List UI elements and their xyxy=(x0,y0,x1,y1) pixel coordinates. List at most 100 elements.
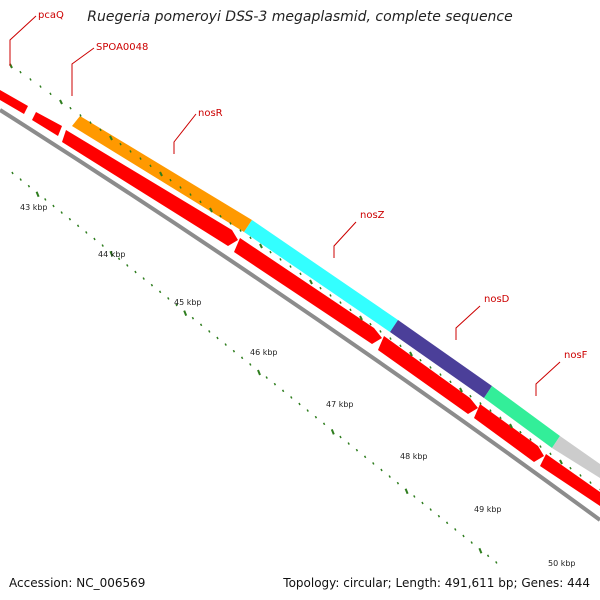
tick-mark xyxy=(216,336,219,340)
gene-nosD[interactable] xyxy=(390,320,492,398)
red-feature[interactable] xyxy=(234,238,382,344)
tick-mark xyxy=(549,452,552,456)
tick-mark xyxy=(449,380,452,384)
tick-mark xyxy=(339,301,342,304)
tick-mark xyxy=(409,351,413,357)
tick-mark xyxy=(421,501,424,505)
tick-mark xyxy=(126,264,129,267)
red-feature[interactable] xyxy=(540,454,600,506)
tick-mark xyxy=(489,409,492,412)
callout-line xyxy=(173,113,197,154)
tick-mark xyxy=(169,178,172,182)
tick-mark xyxy=(129,150,132,153)
tick-mark xyxy=(339,435,342,439)
gene-nosF[interactable] xyxy=(484,386,560,448)
accession-label: Accession: NC_006569 xyxy=(9,576,146,590)
tick-mark xyxy=(93,237,96,241)
tick-mark xyxy=(68,217,72,221)
tick-mark xyxy=(419,358,422,362)
tick-marks xyxy=(9,63,600,564)
callout-line xyxy=(333,221,357,258)
tick-mark xyxy=(119,142,122,146)
tick-mark xyxy=(429,508,432,511)
tick-mark xyxy=(60,211,63,214)
tick-mark xyxy=(519,430,522,434)
tick-mark xyxy=(380,468,383,472)
tick-mark xyxy=(79,114,82,117)
gene-label-SPOA0048[interactable]: SPOA0048 xyxy=(96,42,148,53)
tick-mark xyxy=(44,198,47,201)
kbp-label: 50 kbp xyxy=(548,559,576,568)
tick-mark xyxy=(224,343,227,346)
tick-mark xyxy=(69,106,72,110)
tick-mark xyxy=(175,303,178,307)
tick-mark xyxy=(265,376,268,379)
gene-nosZ[interactable] xyxy=(244,220,398,332)
tick-mark xyxy=(199,323,203,327)
tick-mark xyxy=(404,488,409,495)
tick-mark xyxy=(462,534,465,538)
tick-mark xyxy=(240,356,244,360)
red-feature[interactable] xyxy=(378,336,478,414)
tick-mark xyxy=(322,422,326,426)
tick-mark xyxy=(19,178,22,181)
kbp-label: 46 kbp xyxy=(250,348,278,357)
tick-mark xyxy=(454,528,457,531)
tick-mark xyxy=(281,389,285,393)
tick-mark xyxy=(399,344,402,348)
kbp-label: 49 kbp xyxy=(474,505,502,514)
kbp-label: 44 kbp xyxy=(98,250,126,259)
kbp-labels: 43 kbp 44 kbp 45 kbp 46 kbp 47 kbp 48 kbp 49 k… xyxy=(20,203,576,568)
backbone-inner xyxy=(0,114,600,526)
tick-mark xyxy=(76,224,80,228)
tick-mark xyxy=(413,495,416,498)
tick-mark xyxy=(99,128,102,132)
tick-mark xyxy=(142,277,145,280)
tick-mark xyxy=(470,541,473,544)
tick-mark xyxy=(19,70,22,74)
gene-unlabeled[interactable] xyxy=(552,436,600,478)
tick-mark xyxy=(259,243,263,249)
tick-mark xyxy=(139,157,142,160)
gene-label-nosD[interactable]: nosD xyxy=(484,294,510,305)
tick-mark xyxy=(109,250,114,257)
gene-label-nosZ[interactable]: nosZ xyxy=(360,210,385,221)
tick-mark xyxy=(134,270,137,274)
tick-mark xyxy=(11,171,14,175)
tick-mark xyxy=(359,315,363,321)
tick-mark xyxy=(101,244,104,247)
tick-mark xyxy=(257,369,261,376)
tick-mark xyxy=(35,191,40,198)
tick-mark xyxy=(199,200,202,204)
gene-label-nosF[interactable]: nosF xyxy=(564,350,588,361)
tick-mark xyxy=(569,466,572,470)
red-feature[interactable] xyxy=(32,112,62,136)
tick-mark xyxy=(309,279,313,285)
tick-mark xyxy=(459,387,463,393)
tick-mark xyxy=(469,394,472,398)
gene-label-pcaQ[interactable]: pcaQ xyxy=(38,10,64,21)
tick-mark xyxy=(539,445,542,448)
tick-mark xyxy=(347,442,350,445)
sequence-summary: Topology: circular; Length: 491,611 bp; … xyxy=(283,576,590,590)
tick-mark xyxy=(379,330,382,333)
kbp-label: 43 kbp xyxy=(20,203,48,212)
gene-callouts xyxy=(9,15,561,396)
red-feature[interactable] xyxy=(474,404,544,462)
backbone-outer xyxy=(0,108,600,522)
tick-mark xyxy=(269,250,272,254)
tick-mark xyxy=(479,402,482,405)
tick-mark xyxy=(495,561,498,564)
tick-mark xyxy=(319,286,322,290)
kbp-label: 48 kbp xyxy=(400,452,428,461)
gene-label-nosR[interactable]: nosR xyxy=(198,108,223,119)
tick-mark xyxy=(27,184,31,188)
tick-mark xyxy=(579,474,582,477)
tick-mark xyxy=(396,481,400,485)
tick-mark xyxy=(329,294,332,297)
red-feature[interactable] xyxy=(0,90,28,114)
red-feature[interactable] xyxy=(62,130,238,246)
tick-mark xyxy=(298,402,301,406)
tick-mark xyxy=(529,438,532,441)
tick-mark xyxy=(349,308,352,312)
